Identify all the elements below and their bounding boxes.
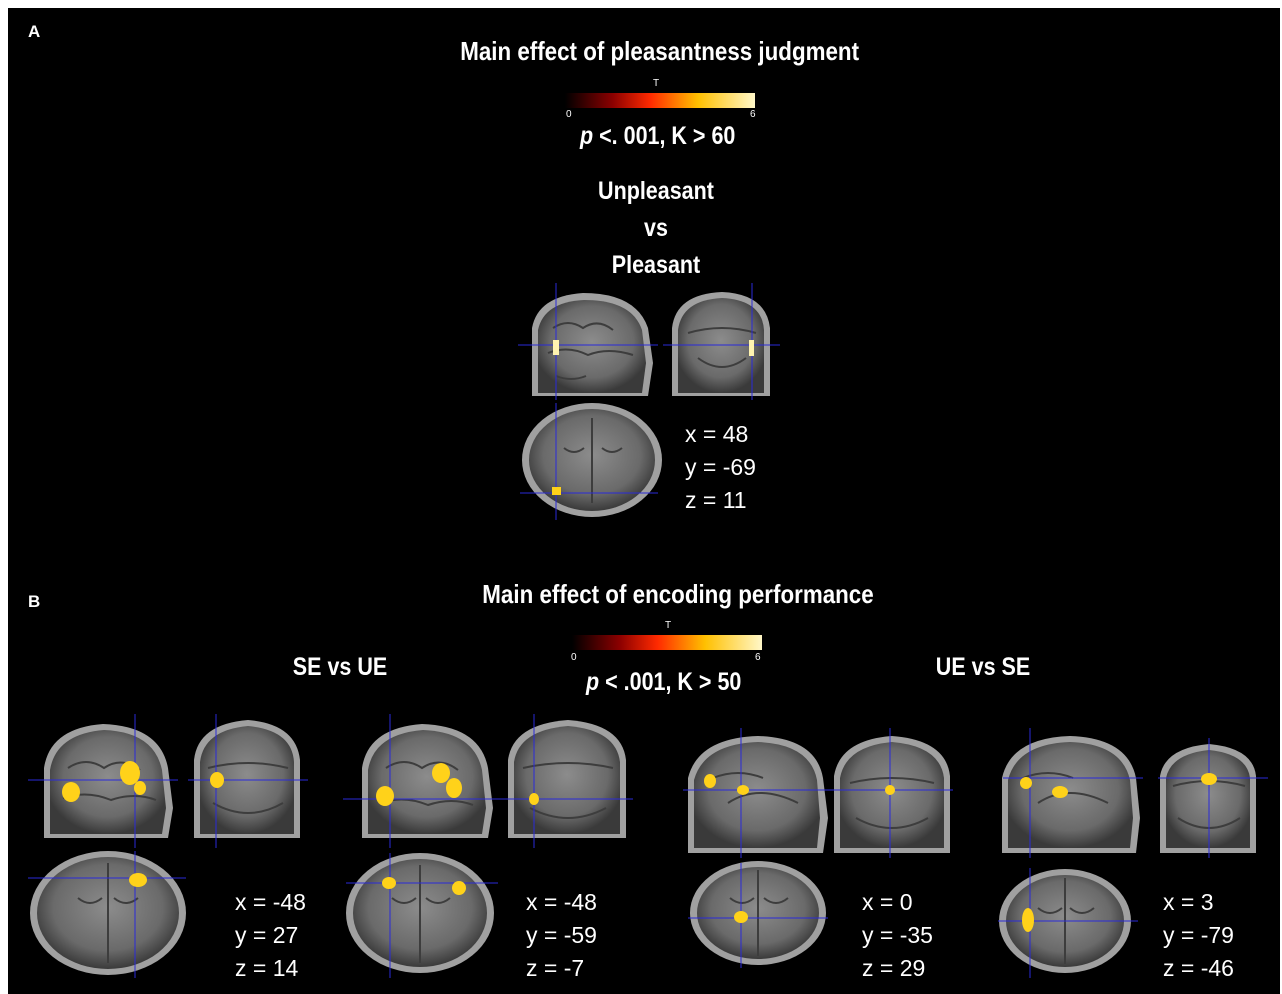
set3-coord-x: x = 0	[862, 889, 913, 915]
panel-a-axial-slice	[520, 403, 662, 520]
set4-coord-x: x = 3	[1163, 889, 1214, 915]
set1-sagittal-slice	[28, 714, 178, 848]
set2-coronal-slice	[503, 714, 633, 848]
panel-b-letter: B	[28, 592, 41, 611]
set4-sagittal-slice	[1002, 728, 1143, 858]
panel-a-title: Main effect of pleasantness judgment	[460, 36, 860, 66]
set1-axial-slice	[28, 851, 186, 978]
panel-a-colorbar-max: 6	[750, 109, 756, 120]
panel-b-colorbar-max: 6	[755, 652, 761, 663]
set1-coronal-slice	[188, 714, 308, 848]
brain-slices-canvas	[28, 283, 1268, 978]
panel-a-contrast-line3: Pleasant	[611, 251, 701, 279]
set3-coord-y: y = -35	[862, 922, 933, 948]
panel-b-title: Main effect of encoding performance	[482, 579, 874, 609]
panel-a-sagittal-activation	[553, 340, 559, 355]
panel-a-axial-activation	[552, 487, 561, 495]
panel-a-sagittal-slice	[518, 283, 658, 400]
panel-a-coronal-slice	[663, 283, 780, 400]
set2-axial-slice	[346, 853, 498, 978]
panel-b-colorbar-label: T	[665, 620, 672, 631]
panel-a-coronal-activation	[749, 340, 754, 356]
panel-a-letter: A	[28, 22, 41, 41]
panel-a-threshold-text: <. 001, K > 60	[593, 122, 736, 150]
panel-a-contrast: Unpleasant vs Pleasant	[570, 173, 742, 284]
panel-b-colorbar	[572, 635, 762, 650]
panel-a-coord-z: z = 11	[685, 487, 747, 513]
panel-b-coordinates-1: x = -48 y = 27 z = 14	[235, 886, 306, 985]
panel-a-coordinates: x = 48 y = -69 z = 11	[685, 418, 756, 517]
set2-coord-z: z = -7	[526, 955, 585, 981]
panel-a-contrast-line2: vs	[644, 214, 668, 242]
panel-b-coordinates-2: x = -48 y = -59 z = -7	[526, 886, 597, 985]
set2-coord-x: x = -48	[526, 889, 597, 915]
panel-b-threshold-p: p	[586, 668, 600, 696]
panel-b-colorbar-min: 0	[571, 652, 577, 663]
panel-a-threshold-p: p	[580, 122, 594, 150]
set1-coord-z: z = 14	[235, 955, 299, 981]
set3-coronal-slice	[833, 728, 953, 858]
panel-a-coord-x: x = 48	[685, 421, 749, 447]
set4-coord-z: z = -46	[1163, 955, 1234, 981]
panel-a-colorbar	[565, 93, 755, 108]
panel-a-colorbar-min: 0	[566, 109, 572, 120]
panel-a-threshold: p <. 001, K > 60	[580, 122, 735, 151]
set3-sagittal-slice	[683, 728, 833, 858]
figure-panel: A Main effect of pleasantness judgment T…	[8, 8, 1280, 994]
panel-a-contrast-line1: Unpleasant	[598, 177, 714, 205]
panel-b-right-contrast: UE vs SE	[935, 653, 1031, 681]
set4-coord-y: y = -79	[1163, 922, 1234, 948]
set3-coord-z: z = 29	[862, 955, 926, 981]
panel-a-coord-y: y = -69	[685, 454, 756, 480]
panel-b-coordinates-4: x = 3 y = -79 z = -46	[1163, 886, 1234, 985]
panel-b-threshold-text: < .001, K > 50	[599, 668, 742, 696]
set1-coord-x: x = -48	[235, 889, 306, 915]
panel-b-left-contrast: SE vs UE	[292, 653, 388, 681]
panel-a-colorbar-label: T	[653, 78, 660, 89]
set2-sagittal-slice	[343, 714, 503, 848]
panel-b-coordinates-3: x = 0 y = -35 z = 29	[862, 886, 933, 985]
set2-coord-y: y = -59	[526, 922, 597, 948]
set4-axial-slice	[998, 868, 1138, 978]
panel-b-threshold: p < .001, K > 50	[586, 668, 741, 697]
set1-coord-y: y = 27	[235, 922, 299, 948]
set3-axial-slice	[688, 861, 828, 968]
set4-coronal-slice	[1158, 738, 1268, 858]
